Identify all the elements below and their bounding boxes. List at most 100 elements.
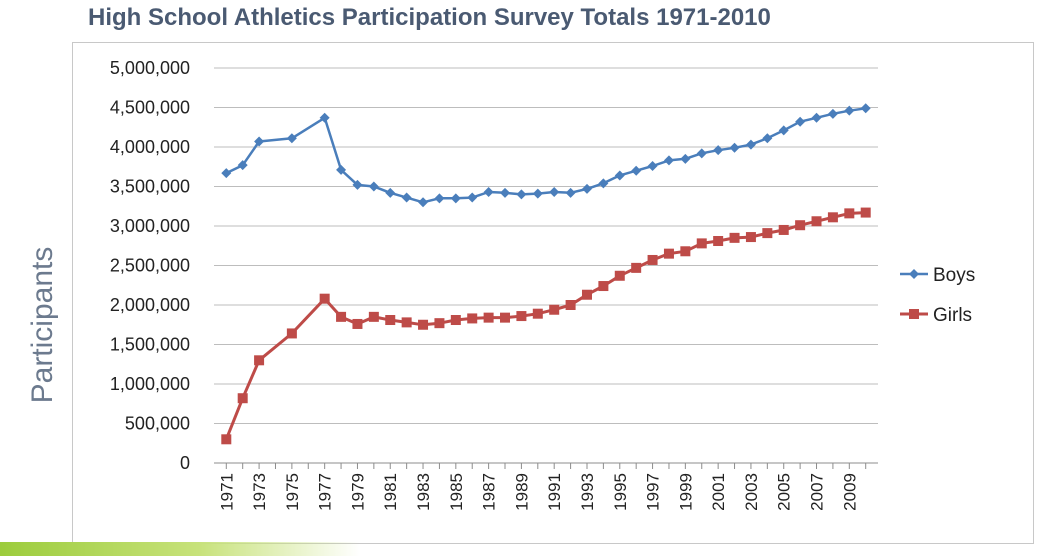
data-point-boys (532, 188, 543, 199)
data-point-girls (401, 317, 412, 328)
data-point-boys (860, 103, 871, 114)
x-tick-label: 2003 (742, 473, 761, 511)
data-point-girls (336, 311, 347, 322)
x-tick-label: 1979 (348, 473, 367, 511)
x-tick-label: 1977 (316, 473, 335, 511)
y-tick-label: 4,000,000 (110, 137, 190, 157)
data-point-girls (598, 281, 609, 292)
data-point-boys (565, 187, 576, 198)
x-axis: 1971 1973 1975 1977 1979 1981 1983 1985 1987 1989… (214, 462, 878, 511)
data-point-boys (696, 148, 707, 159)
data-point-girls (860, 207, 871, 218)
data-point-boys (237, 160, 248, 171)
x-tick-label: 1975 (283, 473, 302, 511)
y-axis-ticks: 0 500,000 1,000,000 1,500,000 2,000,000 2,500… (110, 58, 190, 473)
x-tick-label: 1973 (250, 473, 269, 511)
data-point-girls (631, 262, 642, 273)
chart-panel (72, 42, 1034, 544)
data-point-girls (254, 355, 265, 366)
data-point-girls (450, 315, 461, 326)
data-point-girls (680, 246, 691, 257)
data-point-boys (483, 187, 494, 198)
data-point-girls (319, 293, 330, 304)
data-point-boys (254, 136, 265, 147)
chart-title: High School Athletics Participation Surv… (88, 4, 771, 31)
x-tick-label: 2007 (808, 473, 827, 511)
data-point-girls (500, 312, 511, 323)
x-tick-label: 2009 (840, 473, 859, 511)
data-point-boys (286, 133, 297, 144)
data-point-boys (385, 187, 396, 198)
data-point-girls (647, 254, 658, 265)
data-point-girls (565, 300, 576, 310)
title-crop-mask (0, 0, 1048, 6)
data-point-boys (516, 189, 527, 200)
data-point-boys (844, 105, 855, 116)
data-point-boys (811, 112, 822, 123)
data-point-girls (581, 289, 592, 300)
data-point-boys (319, 112, 330, 123)
x-tick-label: 1995 (611, 473, 630, 511)
data-point-girls (237, 393, 248, 404)
y-tick-label: 500,000 (125, 414, 190, 434)
data-point-girls (811, 216, 822, 227)
data-point-boys (401, 192, 412, 203)
data-point-boys (434, 193, 445, 204)
y-tick-label: 2,500,000 (110, 256, 190, 276)
y-tick-label: 4,500,000 (110, 98, 190, 118)
data-point-boys (549, 187, 560, 198)
data-point-boys (221, 168, 232, 179)
data-point-boys (729, 142, 740, 153)
x-tick-label: 1989 (512, 473, 531, 511)
gridlines (214, 67, 878, 424)
data-point-boys (450, 193, 461, 204)
data-point-boys (647, 160, 658, 171)
data-point-girls (368, 311, 379, 322)
data-point-girls (844, 208, 855, 219)
data-point-boys (631, 165, 642, 176)
x-tick-label: 1983 (414, 473, 433, 511)
x-tick-label: 1971 (217, 473, 236, 511)
data-point-boys (500, 187, 511, 198)
x-tick-label: 1985 (447, 473, 466, 511)
data-point-boys (795, 116, 806, 127)
data-point-girls (549, 304, 560, 315)
x-tick-label: 1999 (676, 473, 695, 511)
data-point-boys (713, 145, 724, 156)
data-point-girls (352, 318, 363, 329)
x-tick-label: 1987 (480, 473, 499, 511)
y-tick-label: 3,000,000 (110, 216, 190, 236)
data-point-boys (598, 178, 609, 189)
data-point-girls (778, 224, 789, 235)
data-point-girls (827, 212, 838, 223)
data-point-girls (483, 312, 494, 323)
y-tick-label: 0 (180, 453, 190, 473)
data-point-boys (827, 108, 838, 119)
data-point-girls (614, 270, 625, 281)
data-point-girls (385, 315, 396, 326)
data-point-girls (762, 228, 773, 239)
y-tick-label: 1,000,000 (110, 374, 190, 394)
data-point-girls (532, 308, 543, 319)
x-tick-label: 1997 (644, 473, 663, 511)
data-point-boys (467, 192, 478, 203)
data-point-girls (745, 232, 756, 243)
data-point-boys (352, 179, 363, 190)
data-point-girls (418, 319, 429, 330)
data-point-girls (729, 232, 740, 243)
x-tick-label: 2001 (709, 473, 728, 511)
data-point-boys (418, 197, 429, 208)
data-point-girls (467, 313, 478, 324)
y-tick-label: 3,500,000 (110, 177, 190, 197)
data-point-boys (663, 155, 674, 166)
decorative-green-stripe (0, 542, 360, 556)
legend: Boys Girls (900, 265, 975, 326)
y-tick-label: 5,000,000 (110, 58, 190, 78)
y-tick-label: 2,000,000 (110, 295, 190, 315)
data-point-girls (713, 236, 724, 247)
data-point-boys (680, 153, 691, 164)
series-group (221, 103, 871, 445)
series-line-boys (225, 107, 866, 204)
legend-marker-girls (909, 309, 919, 319)
x-tick-label: 1981 (381, 473, 400, 511)
